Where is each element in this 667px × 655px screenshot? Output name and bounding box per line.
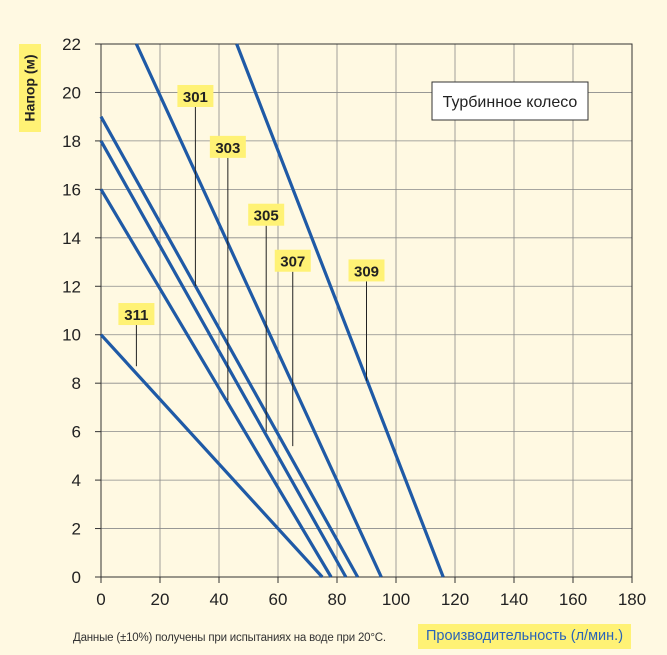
callout-box-303 [209,135,246,158]
y-tick-label: 22 [62,35,81,54]
series-lines [99,43,445,579]
series-callouts: 301 303 305 307 309 311 [118,84,385,447]
series-line-303 [99,115,360,578]
x-tick-label: 180 [618,590,646,609]
y-tick-label: 12 [62,277,81,296]
footnote: Данные (±10%) получены при испытаниях на… [73,632,386,644]
y-tick-label: 14 [62,229,81,248]
x-axis-label: Производительность (л/мин.) [418,624,632,649]
x-tick-label: 160 [559,590,587,609]
x-tick-label: 40 [210,590,229,609]
series-label-303: 303 [215,140,240,157]
callout-box-301 [177,84,214,107]
x-tick-label: 60 [269,590,288,609]
series-label-305: 305 [254,208,279,225]
series-line-305 [99,140,348,578]
series-label-311: 311 [124,307,148,324]
series-line-311 [99,333,324,579]
y-tick-label: 6 [72,423,81,442]
series-label-307: 307 [280,254,305,271]
annotation-box [431,81,589,121]
callout-box-311 [118,303,155,326]
axis-ticks: 0 20 40 60 80 100 120 140 160 180 0 2 4 6 8 10 12 14 16 18 2… [62,35,646,609]
series-line-301 [134,43,383,578]
plot-frame [100,43,633,578]
x-tick-label: 20 [151,590,170,609]
callout-box-307 [274,249,311,272]
callout-box-305 [248,203,285,226]
y-tick-label: 2 [72,520,81,539]
x-tick-label: 100 [382,590,410,609]
y-tick-label: 16 [62,180,81,199]
series-label-309: 309 [354,263,379,280]
impeller-annotation: Турбинное колесо [431,81,589,121]
x-tick-label: 80 [328,590,347,609]
y-tick-label: 8 [72,374,81,393]
y-tick-label: 10 [62,326,81,345]
series-line-309 [235,43,445,578]
series-label-301: 301 [183,89,208,106]
x-tick-label: 140 [500,590,528,609]
y-tick-label: 4 [72,471,81,490]
y-axis-label-box: Напор (м) [19,44,41,132]
y-tick-label: 18 [62,132,81,151]
y-tick-label: 0 [72,568,81,587]
y-tick-label: 20 [62,83,81,102]
annotation-text: Турбинное колесо [443,94,578,111]
x-tick-label: 120 [441,590,469,609]
y-axis-label: Напор (м) [22,54,38,122]
x-tick-label: 0 [96,590,105,609]
callout-box-309 [348,259,385,282]
series-line-307 [99,188,333,578]
